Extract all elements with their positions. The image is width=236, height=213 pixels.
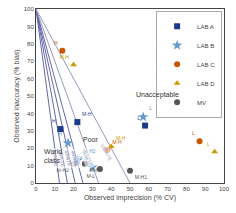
svg-text:Unacceptable: Unacceptable bbox=[136, 91, 179, 99]
svg-text:M-H: M-H bbox=[90, 167, 100, 173]
svg-text:H: H bbox=[58, 131, 62, 137]
svg-text:50: 50 bbox=[127, 186, 134, 192]
svg-text:50: 50 bbox=[27, 93, 34, 99]
svg-text:LAB C: LAB C bbox=[197, 62, 215, 68]
svg-text:LAB B: LAB B bbox=[197, 43, 214, 49]
svg-text:L: L bbox=[138, 115, 141, 121]
svg-text:M-L: M-L bbox=[78, 155, 87, 161]
svg-text:20%TE: 20%TE bbox=[51, 150, 59, 168]
svg-text:0: 0 bbox=[34, 186, 38, 192]
svg-text:H: H bbox=[54, 40, 58, 46]
svg-text:10: 10 bbox=[51, 186, 58, 192]
svg-text:LAB A: LAB A bbox=[197, 24, 214, 30]
svg-text:50%TE: 50%TE bbox=[82, 150, 93, 168]
svg-text:70: 70 bbox=[27, 58, 34, 64]
svg-text:40: 40 bbox=[108, 186, 115, 192]
svg-text:L: L bbox=[192, 130, 195, 136]
svg-text:40%TE: 40%TE bbox=[70, 150, 80, 168]
svg-text:H: H bbox=[52, 118, 56, 124]
svg-text:20: 20 bbox=[27, 145, 34, 151]
svg-text:10: 10 bbox=[27, 163, 34, 169]
svg-text:M-H2: M-H2 bbox=[83, 148, 95, 154]
svg-text:0: 0 bbox=[30, 180, 34, 186]
svg-text:M-H1: M-H1 bbox=[135, 174, 147, 180]
svg-text:L: L bbox=[149, 105, 152, 111]
svg-text:33%TE: 33%TE bbox=[64, 149, 74, 167]
svg-text:Worldclass: Worldclass bbox=[44, 148, 62, 164]
svg-text:70: 70 bbox=[164, 186, 171, 192]
svg-text:60: 60 bbox=[145, 186, 152, 192]
svg-text:80: 80 bbox=[27, 41, 34, 47]
svg-text:M-H: M-H bbox=[82, 111, 92, 117]
svg-text:80: 80 bbox=[183, 186, 190, 192]
svg-text:M-L: M-L bbox=[87, 173, 96, 179]
svg-text:Observed imprecision (% CV): Observed imprecision (% CV) bbox=[84, 194, 176, 202]
svg-text:90: 90 bbox=[27, 24, 34, 30]
svg-text:M-H: M-H bbox=[116, 135, 126, 141]
svg-text:Poor: Poor bbox=[83, 136, 98, 143]
svg-text:100: 100 bbox=[219, 186, 230, 192]
svg-text:M-H: M-H bbox=[112, 139, 122, 145]
svg-text:60: 60 bbox=[27, 76, 34, 82]
svg-text:M-H: M-H bbox=[59, 54, 69, 60]
svg-text:20: 20 bbox=[70, 186, 77, 192]
svg-text:100%TE: 100%TE bbox=[99, 142, 114, 162]
svg-text:25%TE: 25%TE bbox=[58, 150, 67, 168]
svg-text:30: 30 bbox=[89, 186, 96, 192]
svg-text:100: 100 bbox=[24, 6, 35, 12]
svg-text:30: 30 bbox=[27, 128, 34, 134]
svg-text:M-H2: M-H2 bbox=[57, 167, 69, 173]
svg-text:MV: MV bbox=[197, 100, 206, 106]
svg-text:40: 40 bbox=[27, 111, 34, 117]
svg-text:LAB D: LAB D bbox=[197, 81, 215, 87]
svg-text:90: 90 bbox=[202, 186, 209, 192]
svg-text:Observed inaccuracy (% bias): Observed inaccuracy (% bias) bbox=[13, 49, 21, 142]
svg-text:L: L bbox=[207, 141, 210, 147]
